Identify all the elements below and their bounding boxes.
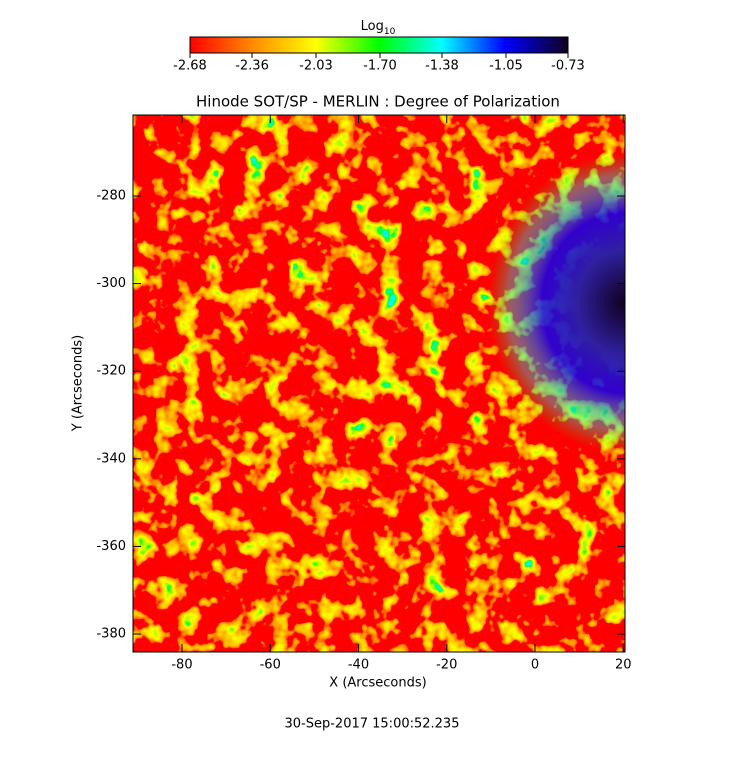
y-tick-label: -360: [96, 539, 126, 554]
x-axis-label: X (Arcseconds): [329, 676, 426, 691]
colorbar-tick-label: -1.38: [425, 59, 459, 74]
y-tick-label: -280: [96, 189, 126, 204]
colorbar-tick-label: -2.03: [299, 59, 333, 74]
colorbar: [189, 36, 569, 54]
sunspot: [133, 115, 625, 652]
colorbar-tick-label: -2.36: [235, 59, 269, 74]
footer-timestamp: 30-Sep-2017 15:00:52.235: [285, 717, 460, 732]
colorbar-tick-label: -0.73: [551, 59, 585, 74]
y-tick-label: -320: [96, 364, 126, 379]
x-tick-label: 20: [615, 658, 632, 673]
y-tick-label: -340: [96, 451, 126, 466]
colorbar-label-subscript: 10: [384, 27, 396, 37]
y-axis-label: Y (Arcseconds): [71, 335, 86, 432]
y-tick-label: -380: [96, 627, 126, 642]
x-tick-label: -20: [436, 658, 457, 673]
colorbar-label-text: Log: [361, 19, 384, 34]
x-tick-label: -60: [260, 658, 281, 673]
x-tick-label: 0: [531, 658, 539, 673]
plot-frame: [132, 114, 626, 653]
colorbar-tick-label: -2.68: [173, 59, 207, 74]
map-image: [133, 115, 625, 652]
colorbar-tick-label: -1.70: [363, 59, 397, 74]
chart-title: Hinode SOT/SP - MERLIN : Degree of Polar…: [196, 93, 560, 111]
x-tick-label: -80: [171, 658, 192, 673]
colorbar-label: Log10: [361, 19, 396, 37]
colorbar-tick-label: -1.05: [489, 59, 523, 74]
x-tick-label: -40: [348, 658, 369, 673]
y-tick-label: -300: [96, 276, 126, 291]
